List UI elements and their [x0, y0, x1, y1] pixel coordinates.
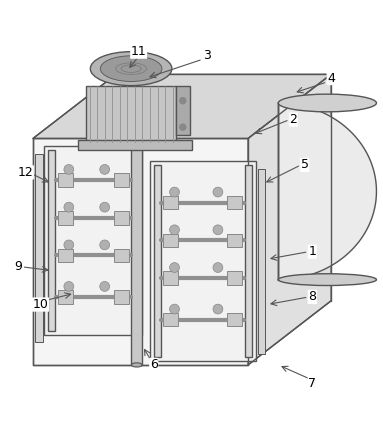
- Bar: [86, 85, 177, 142]
- Bar: [245, 165, 252, 358]
- Text: 9: 9: [14, 260, 22, 273]
- Bar: [57, 211, 73, 225]
- Ellipse shape: [278, 274, 376, 286]
- Circle shape: [100, 281, 110, 291]
- Text: 3: 3: [203, 49, 211, 62]
- Bar: [114, 290, 129, 304]
- Bar: [257, 169, 265, 354]
- Ellipse shape: [278, 94, 376, 112]
- Ellipse shape: [90, 52, 172, 85]
- Bar: [35, 154, 43, 342]
- Bar: [114, 211, 129, 225]
- Polygon shape: [278, 103, 376, 280]
- Text: 1: 1: [308, 245, 316, 258]
- Text: 4: 4: [327, 72, 335, 85]
- Bar: [57, 173, 73, 187]
- Text: 6: 6: [150, 358, 158, 371]
- Bar: [163, 313, 178, 326]
- Bar: [177, 85, 190, 135]
- Circle shape: [100, 164, 110, 174]
- Text: 10: 10: [33, 298, 49, 311]
- Bar: [57, 290, 73, 304]
- Text: 2: 2: [290, 113, 297, 126]
- Text: 7: 7: [308, 377, 316, 390]
- Circle shape: [213, 263, 223, 272]
- Polygon shape: [33, 74, 331, 139]
- Bar: [132, 150, 139, 331]
- Text: 8: 8: [308, 291, 316, 303]
- Circle shape: [170, 225, 179, 235]
- Ellipse shape: [131, 363, 142, 367]
- Bar: [163, 233, 178, 247]
- Text: 5: 5: [301, 159, 309, 171]
- Bar: [228, 271, 242, 285]
- Circle shape: [170, 263, 179, 272]
- Bar: [48, 150, 55, 331]
- Bar: [131, 142, 142, 365]
- Bar: [114, 249, 129, 262]
- Circle shape: [64, 202, 74, 212]
- Bar: [57, 249, 73, 262]
- Circle shape: [213, 304, 223, 314]
- Bar: [228, 313, 242, 326]
- Bar: [44, 146, 142, 335]
- Circle shape: [100, 240, 110, 250]
- Bar: [78, 140, 192, 150]
- Ellipse shape: [100, 56, 162, 82]
- Bar: [228, 233, 242, 247]
- Polygon shape: [248, 74, 331, 365]
- Circle shape: [100, 202, 110, 212]
- Circle shape: [180, 98, 186, 104]
- Circle shape: [180, 124, 186, 130]
- Bar: [114, 173, 129, 187]
- Polygon shape: [33, 139, 248, 365]
- Bar: [228, 196, 242, 210]
- Circle shape: [213, 187, 223, 197]
- Bar: [163, 271, 178, 285]
- Text: 11: 11: [131, 45, 147, 58]
- Bar: [163, 196, 178, 210]
- Circle shape: [64, 281, 74, 291]
- Text: 12: 12: [18, 166, 33, 179]
- Bar: [150, 161, 256, 361]
- Circle shape: [170, 187, 179, 197]
- Circle shape: [64, 164, 74, 174]
- Circle shape: [170, 304, 179, 314]
- Circle shape: [64, 240, 74, 250]
- Bar: [154, 165, 160, 358]
- Circle shape: [213, 225, 223, 235]
